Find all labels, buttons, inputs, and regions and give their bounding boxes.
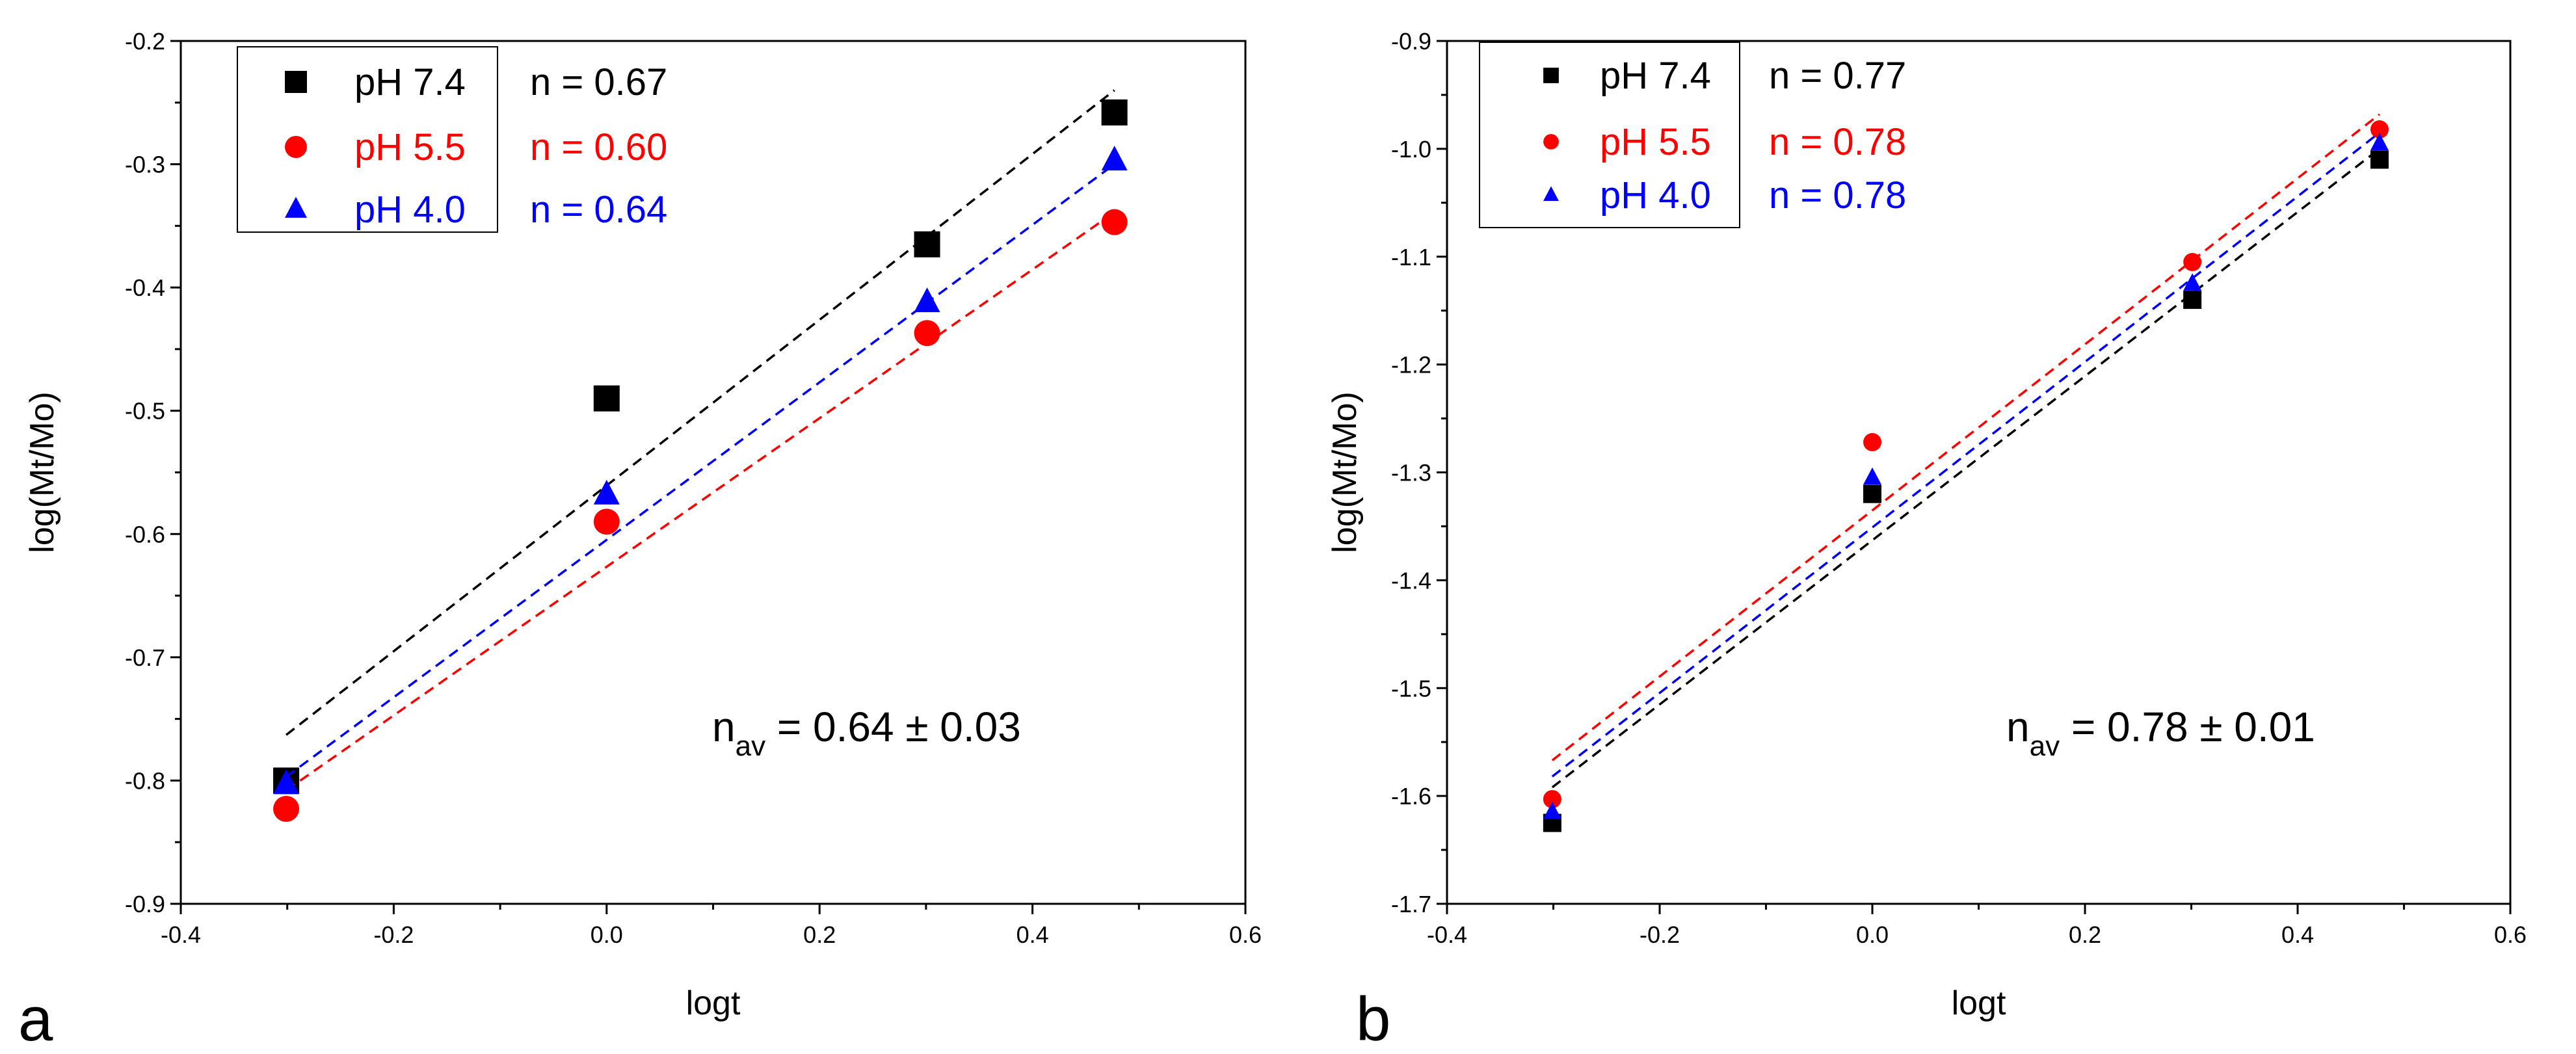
panel-a-fit-exponent-label: n = 0.60 [530,126,667,168]
panel-b-legend-label: pH 5.5 [1600,121,1711,163]
n-prefix: n [2006,704,2030,750]
panel-b-y-tick-label: -1.7 [1391,891,1431,917]
panel-a-legend-label: pH 7.4 [354,61,466,103]
panel-b-panel-letter: b [1356,984,1390,1054]
panel-a-fit-line-ph7-4 [285,89,1115,736]
panel-a-y-tick-label: -0.6 [125,521,165,547]
panel-a-data-point-ph4-0 [593,479,620,505]
panel-a-legend-label: pH 5.5 [354,126,466,168]
panel-a-y-tick-label: -0.4 [125,274,165,301]
panel-a-y-tick-label: -0.8 [125,767,165,794]
panel-b-y-tick-label: -1.0 [1391,136,1431,163]
panel-a-data-point-ph7-4 [914,231,940,257]
panel-b-x-tick-label: -0.4 [1427,921,1467,948]
panel-a-legend-marker [285,136,307,158]
panel-b-x-tick-label: 0.6 [2494,921,2527,948]
panel-a-panel-letter: a [18,984,53,1054]
panel-b-legend-box [1479,42,1740,228]
panel-b-x-tick-label: 0.2 [2069,921,2101,948]
panel-b-y-tick-label: -0.9 [1391,28,1431,55]
panel-a-legend-box [237,46,498,233]
panel-a-x-tick-label: 0.2 [803,921,836,948]
panel-b-data-point-ph4-0 [1543,802,1561,819]
panel-b-x-tick-label: -0.2 [1640,921,1680,948]
panel-b-x-tick-label: 0.0 [1856,921,1889,948]
panel-b-y-tick-label: -1.2 [1391,352,1431,378]
n-value: = 0.64 ± 0.03 [765,704,1021,750]
panel-b-legend-marker [1543,134,1559,150]
panel-b-legend-label: pH 7.4 [1600,55,1711,97]
panel-b-y-axis-title: log(Mt/Mo) [1326,391,1364,553]
n-prefix: n [712,704,736,750]
panel-a-fit-line-ph4-0 [285,163,1115,778]
panel-b: -0.4 -0.2 0.0 0.2 0.4 0.6 -1.7 -1.6 -1.5 -1.4 -1.3… [1326,28,2527,1054]
panel-b-y-tick-label: -1.3 [1391,460,1431,486]
panel-a-x-tick-label: 0.6 [1229,921,1262,948]
panel-b-data-point-ph4-0 [1863,467,1881,485]
panel-b-fit-line-ph4-0 [1551,131,2380,778]
panel-b-x-tick-label: 0.4 [2281,921,2314,948]
panel-b-fit-line-ph7-4 [1551,148,2380,789]
panel-a-x-axis-title: logt [686,984,741,1022]
panel-b-n-average-annotation: nav = 0.78 ± 0.01 [2006,704,2315,762]
panel-a-x-tick-label: 0.0 [591,921,623,948]
panel-a-fit-exponent-label: n = 0.64 [530,189,667,231]
panel-a-data-point-ph5-5 [593,508,620,535]
panel-b-data-point-ph7-4 [1863,484,1881,503]
panel-b-y-tick-label: -1.5 [1391,675,1431,702]
panel-b-fit-exponent-label: n = 0.78 [1769,121,1906,163]
panel-a-x-tick-label: 0.4 [1016,921,1049,948]
panel-a-x-tick-label: -0.2 [373,921,414,948]
panel-b-fit-line-ph5-5 [1551,113,2380,761]
panel-a-y-tick-label: -0.9 [125,891,165,917]
n-subscript: av [736,730,765,762]
panel-b-data-point-ph5-5 [2370,120,2389,139]
panel-b-fit-exponent-label: n = 0.78 [1769,174,1906,217]
n-subscript: av [2030,730,2060,762]
panel-b-y-tick-label: -1.1 [1391,244,1431,270]
panel-b-data-point-ph5-5 [1543,790,1561,809]
panel-b-data-point-ph7-4 [2370,150,2389,169]
panel-b-data-point-ph4-0 [2370,133,2389,151]
panel-a-n-average-annotation: nav = 0.64 ± 0.03 [712,704,1021,762]
panel-b-legend-marker [1543,186,1559,202]
panel-b-fit-exponent-label: n = 0.77 [1769,55,1906,97]
panel-a-y-axis-title: log(Mt/Mo) [23,391,61,553]
panel-b-data-point-ph7-4 [2183,291,2202,310]
panel-a-data-point-ph5-5 [273,796,300,823]
panel-a-y-tick-label: -0.5 [125,398,165,425]
panel-a-data-point-ph7-4 [1101,99,1128,125]
panel-b-y-tick-label: -1.4 [1391,567,1431,594]
panel-b-data-point-ph4-0 [2183,273,2202,291]
panel-a: -0.4 -0.2 0.0 0.2 0.4 0.6 -0.9 -0.8 -0.7 -0.6 -0.5… [18,28,1262,1054]
panel-b-data-point-ph5-5 [2183,253,2202,272]
panel-a-legend-marker [285,196,307,218]
panel-a-y-tick-label: -0.2 [125,28,165,55]
panel-a-data-point-ph4-0 [914,287,940,313]
panel-b-legend-label: pH 4.0 [1600,174,1711,217]
panel-b-y-tick-label: -1.6 [1391,783,1431,810]
panel-a-data-point-ph5-5 [914,320,940,347]
panel-a-data-point-ph4-0 [273,769,300,795]
panel-a-legend-label: pH 4.0 [354,189,466,231]
panel-a-fit-exponent-label: n = 0.67 [530,61,667,103]
panel-b-x-axis-title: logt [1952,984,2006,1022]
panel-a-data-point-ph4-0 [1101,146,1128,171]
panel-a-y-tick-label: -0.3 [125,152,165,178]
panel-a-legend-marker [285,71,307,93]
panel-b-data-point-ph5-5 [1863,433,1881,452]
panel-b-legend-marker [1543,68,1559,83]
panel-a-y-tick-label: -0.7 [125,644,165,671]
panel-a-data-point-ph5-5 [1101,209,1128,235]
panel-a-x-tick-label: -0.4 [161,921,201,948]
panel-a-data-point-ph7-4 [593,385,620,412]
n-value: = 0.78 ± 0.01 [2060,704,2315,750]
